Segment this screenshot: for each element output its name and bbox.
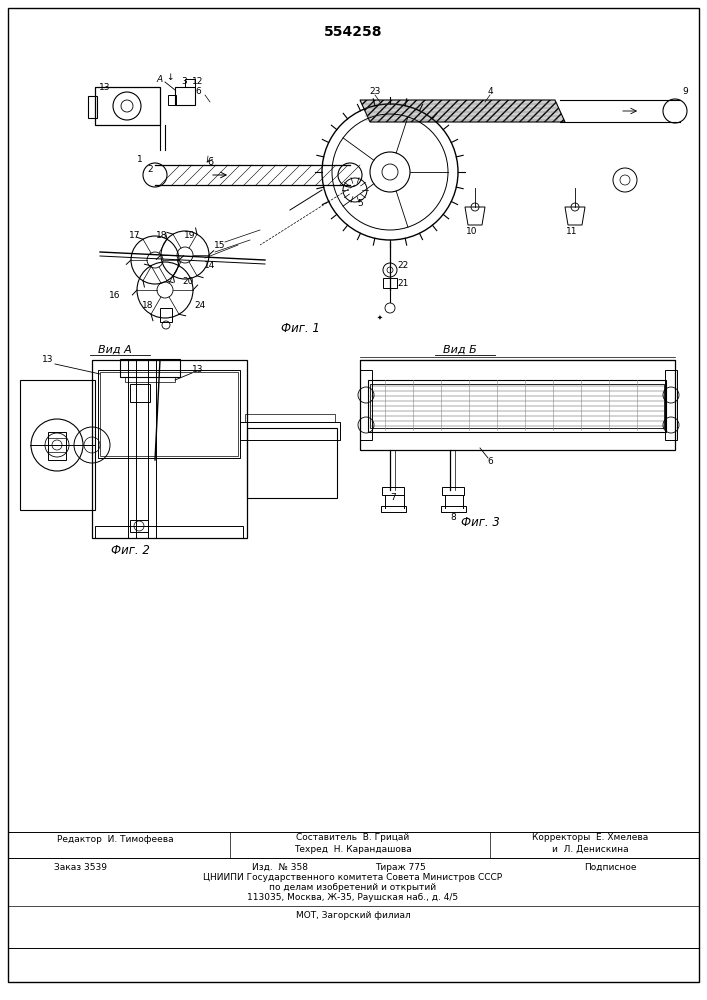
Text: 6: 6 (207, 157, 213, 167)
Bar (370, 384, 664, 428)
Text: 13: 13 (42, 356, 54, 364)
Bar (368, 380, 666, 432)
Text: 2: 2 (147, 165, 153, 174)
Text: и  Л. Денискина: и Л. Денискина (551, 844, 629, 854)
Text: 113035, Москва, Ж-35, Раушская наб., д. 4/5: 113035, Москва, Ж-35, Раушская наб., д. … (247, 892, 459, 902)
Text: 18: 18 (142, 300, 153, 310)
Text: 15: 15 (214, 240, 226, 249)
Text: 5: 5 (357, 198, 363, 208)
Bar (98, 370, 240, 458)
Text: Подписное: Подписное (584, 862, 636, 871)
Text: 554258: 554258 (324, 25, 382, 39)
Bar (383, 278, 397, 288)
Text: 19: 19 (185, 232, 196, 240)
Bar (20, 380, 95, 510)
Text: 10: 10 (466, 227, 478, 235)
Bar (442, 487, 464, 495)
Bar (175, 87, 195, 105)
Text: 6: 6 (195, 88, 201, 97)
Text: 8: 8 (450, 512, 456, 522)
Text: 4: 4 (487, 88, 493, 97)
Text: 21: 21 (397, 278, 409, 288)
Text: 20: 20 (182, 277, 194, 286)
Text: 14: 14 (204, 260, 216, 269)
Bar (95, 87, 160, 125)
Text: Фиг. 1: Фиг. 1 (281, 322, 320, 334)
Bar (240, 422, 340, 440)
Text: ✦: ✦ (377, 315, 383, 321)
Bar (48, 432, 66, 460)
Bar (245, 414, 335, 422)
Text: 1: 1 (137, 155, 143, 164)
Bar (130, 384, 150, 402)
Bar (665, 370, 677, 440)
Text: Вид А: Вид А (98, 345, 132, 355)
Bar (130, 520, 148, 532)
Bar (360, 360, 675, 450)
Bar (360, 370, 372, 440)
Bar (168, 95, 176, 105)
Text: 11: 11 (566, 227, 578, 235)
Bar (100, 372, 238, 456)
Text: Составитель  В. Грицай: Составитель В. Грицай (296, 834, 409, 842)
Text: Фиг. 3: Фиг. 3 (460, 516, 499, 528)
Text: 9: 9 (682, 88, 688, 97)
Bar (382, 487, 404, 495)
Text: 24: 24 (194, 300, 206, 310)
Polygon shape (360, 100, 565, 122)
Bar (128, 360, 136, 538)
Text: 12: 12 (192, 77, 204, 86)
Text: Фиг. 2: Фиг. 2 (110, 544, 149, 556)
Bar (95, 526, 243, 538)
Text: 16: 16 (110, 290, 121, 300)
Text: Техред  Н. Карандашова: Техред Н. Карандашова (294, 844, 412, 854)
Text: ЦНИИПИ Государственного комитета Совета Министров СССР: ЦНИИПИ Государственного комитета Совета … (204, 872, 503, 882)
Text: Вид Б: Вид Б (443, 345, 477, 355)
Text: 13: 13 (99, 84, 111, 93)
Bar (120, 359, 180, 377)
Text: 13: 13 (192, 365, 204, 374)
Text: 7: 7 (390, 493, 396, 502)
Text: 3: 3 (181, 77, 187, 86)
Bar (125, 377, 175, 382)
Text: Изд.  № 358: Изд. № 358 (252, 862, 308, 871)
Text: Тираж 775: Тираж 775 (375, 862, 426, 871)
Bar (185, 79, 195, 87)
Text: 22: 22 (397, 260, 409, 269)
Text: 18: 18 (156, 232, 168, 240)
Text: по делам изобретений и открытий: по делам изобретений и открытий (269, 882, 436, 892)
Bar (247, 428, 337, 498)
Text: 6: 6 (487, 458, 493, 466)
Text: Заказ 3539: Заказ 3539 (54, 862, 107, 871)
Text: A: A (157, 75, 163, 84)
Bar (88, 96, 97, 118)
Bar (160, 308, 172, 322)
Text: Редактор  И. Тимофеева: Редактор И. Тимофеева (57, 836, 173, 844)
Bar (148, 360, 156, 538)
Bar (441, 506, 466, 512)
Text: Корректоры  Е. Хмелева: Корректоры Е. Хмелева (532, 834, 648, 842)
Text: ↓: ↓ (166, 74, 174, 83)
Bar (92, 360, 247, 538)
Text: 17: 17 (129, 232, 141, 240)
Text: 23: 23 (369, 88, 380, 97)
Bar (381, 506, 406, 512)
Text: МОТ, Загорский филиал: МОТ, Загорский филиал (296, 912, 410, 920)
